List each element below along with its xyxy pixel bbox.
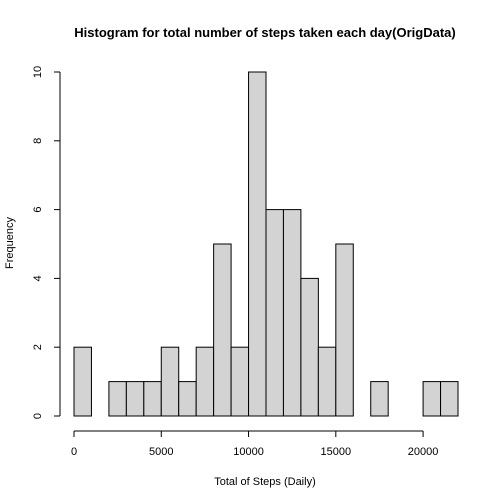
y-tick-label: 8 xyxy=(32,138,44,144)
y-axis-label: Frequency xyxy=(4,217,16,269)
histogram-bar xyxy=(195,346,215,417)
y-tick-label: 0 xyxy=(32,413,44,419)
histogram-bar xyxy=(317,346,337,417)
histogram-bar xyxy=(370,381,389,417)
histogram-bar xyxy=(160,346,180,417)
y-tick-label: 2 xyxy=(32,344,44,350)
histogram-bar xyxy=(440,381,459,417)
histogram-bar xyxy=(265,209,284,417)
x-tick-label: 5000 xyxy=(149,446,173,458)
x-tick-label: 0 xyxy=(71,446,77,458)
x-tick-label: 20000 xyxy=(408,446,439,458)
histogram-bar xyxy=(143,381,162,417)
histogram-bar xyxy=(282,209,302,417)
x-axis: 0 5000 10000 15000 20000 xyxy=(71,430,439,458)
y-axis: 0 2 4 6 8 10 xyxy=(32,66,61,419)
histogram-bar xyxy=(73,346,92,417)
y-tick-label: 4 xyxy=(32,275,44,281)
chart-title: Histogram for total number of steps take… xyxy=(74,25,455,40)
histogram-bars xyxy=(73,71,459,417)
histogram-bar xyxy=(108,381,127,417)
y-tick-label: 10 xyxy=(32,66,44,78)
histogram-bar xyxy=(125,381,145,417)
histogram-bar xyxy=(213,243,232,417)
y-tick-label: 6 xyxy=(32,207,44,213)
histogram-bar xyxy=(300,277,319,417)
histogram-bar xyxy=(335,243,354,417)
histogram-bar xyxy=(422,381,442,417)
histogram-bar xyxy=(230,346,250,417)
x-tick-label: 10000 xyxy=(233,446,264,458)
histogram-bar xyxy=(248,71,267,417)
x-axis-label: Total of Steps (Daily) xyxy=(214,476,315,488)
histogram-bar xyxy=(178,381,197,417)
x-tick-label: 15000 xyxy=(321,446,352,458)
